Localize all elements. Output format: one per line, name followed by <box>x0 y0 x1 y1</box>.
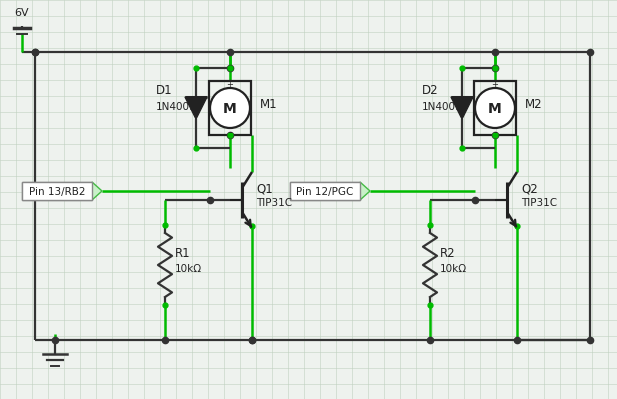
Text: +: + <box>226 80 233 89</box>
Polygon shape <box>451 97 473 119</box>
Text: 10kΩ: 10kΩ <box>175 264 202 274</box>
FancyBboxPatch shape <box>290 182 360 200</box>
FancyBboxPatch shape <box>22 182 92 200</box>
Text: Q1: Q1 <box>256 182 273 195</box>
Text: Q2: Q2 <box>521 182 538 195</box>
Text: M2: M2 <box>525 97 542 111</box>
Text: Pin 13/RB2: Pin 13/RB2 <box>29 187 85 197</box>
Circle shape <box>475 88 515 128</box>
Text: +: + <box>492 80 499 89</box>
Text: 1N4001: 1N4001 <box>422 102 463 112</box>
Text: R1: R1 <box>175 247 191 260</box>
Bar <box>209 81 251 135</box>
Text: M: M <box>223 102 237 116</box>
Text: 1N4001: 1N4001 <box>156 102 197 112</box>
Text: 10kΩ: 10kΩ <box>440 264 467 274</box>
Polygon shape <box>185 97 207 119</box>
FancyBboxPatch shape <box>22 182 92 200</box>
Text: TIP31C: TIP31C <box>521 198 557 208</box>
FancyBboxPatch shape <box>290 182 360 200</box>
Text: M1: M1 <box>260 97 278 111</box>
Bar <box>474 81 516 135</box>
Text: D2: D2 <box>422 84 439 97</box>
Text: D1: D1 <box>156 84 173 97</box>
Polygon shape <box>360 182 370 200</box>
Text: 6V: 6V <box>14 8 28 18</box>
Text: M: M <box>488 102 502 116</box>
Text: TIP31C: TIP31C <box>256 198 292 208</box>
Polygon shape <box>92 182 102 200</box>
Text: Pin 12/PGC: Pin 12/PGC <box>296 187 354 197</box>
Circle shape <box>210 88 250 128</box>
Text: -: - <box>493 126 497 136</box>
Text: -: - <box>228 126 232 136</box>
Text: R2: R2 <box>440 247 455 260</box>
